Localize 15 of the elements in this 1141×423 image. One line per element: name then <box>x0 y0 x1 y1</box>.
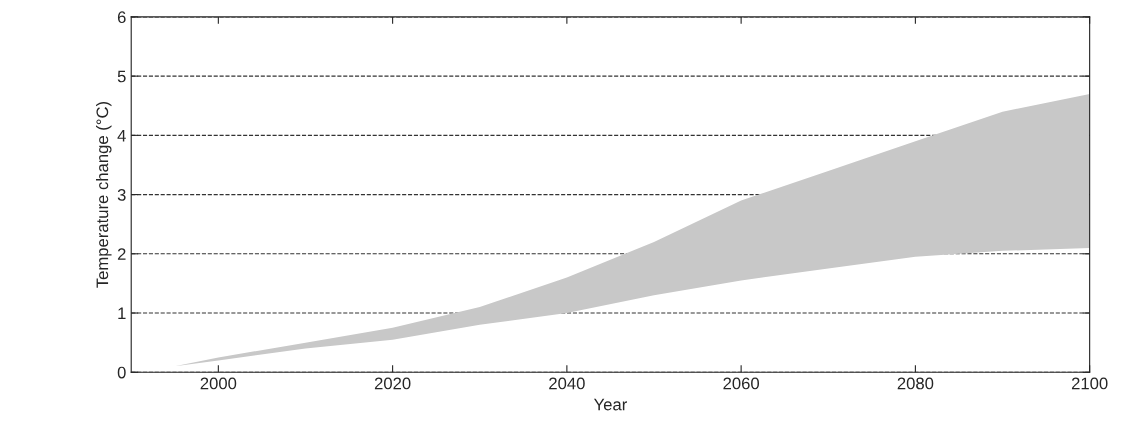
y-tick-label: 5 <box>117 70 126 83</box>
y-tick-label: 6 <box>117 11 126 24</box>
y-tick-label: 2 <box>117 248 126 260</box>
x-tick-label: 2060 <box>723 377 760 390</box>
y-tick-label: 0 <box>117 366 126 379</box>
y-tick-label: 4 <box>117 129 126 142</box>
x-tick-label: 2080 <box>897 377 934 390</box>
x-tick-label: 2020 <box>374 377 411 390</box>
x-tick-label: 2100 <box>1071 377 1108 390</box>
y-tick-label: 1 <box>118 307 126 320</box>
y-axis-title: Temperature change (°C) <box>95 101 112 288</box>
x-tick-label: 2000 <box>200 377 237 390</box>
y-tick-label: 3 <box>117 188 126 201</box>
x-axis-title: Year <box>593 398 627 411</box>
x-tick-label: 2040 <box>549 377 585 390</box>
